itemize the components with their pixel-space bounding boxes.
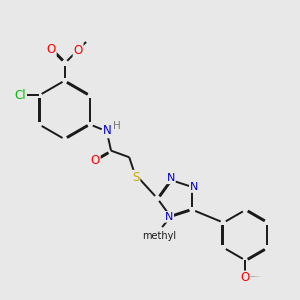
Text: N: N — [190, 182, 198, 192]
Text: Cl: Cl — [14, 89, 26, 102]
Text: methyl: methyl — [142, 231, 176, 241]
Text: O: O — [241, 272, 250, 284]
Text: O: O — [46, 43, 56, 56]
Text: S: S — [132, 171, 140, 184]
Text: O: O — [91, 154, 100, 167]
Text: O: O — [74, 44, 83, 57]
Text: N: N — [167, 173, 175, 183]
Text: H: H — [113, 121, 121, 131]
Text: N: N — [165, 212, 173, 222]
Text: N: N — [103, 124, 112, 137]
